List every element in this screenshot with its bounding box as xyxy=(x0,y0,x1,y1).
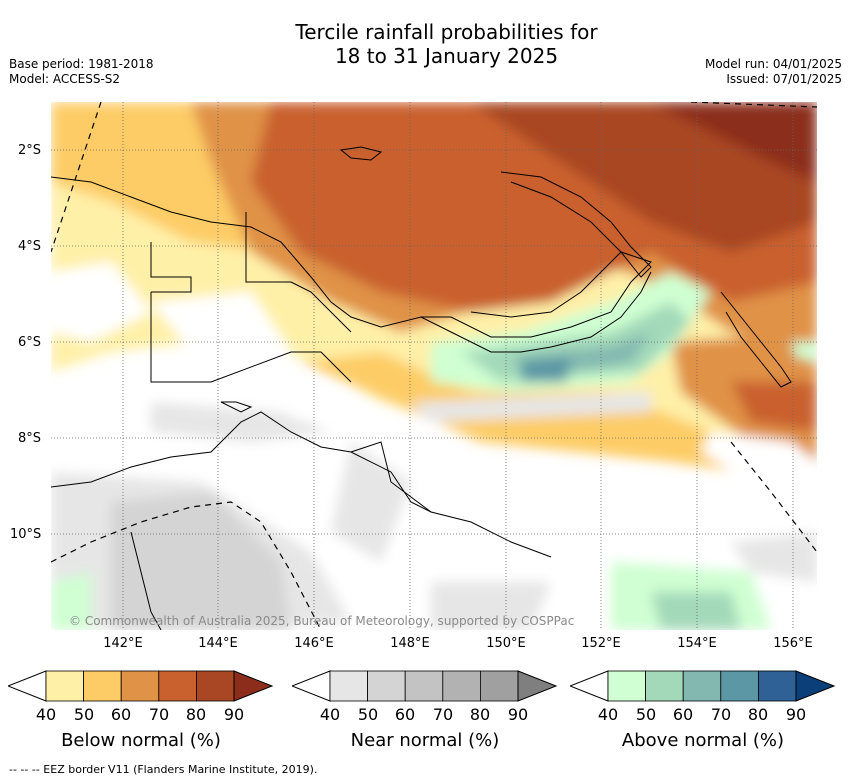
lat-label-6s: 6°S xyxy=(18,335,42,350)
cbar-tick: 90 xyxy=(507,705,529,724)
model-run: Model run: 04/01/2025 xyxy=(704,57,842,71)
colorbar-below-label: Below normal (%) xyxy=(61,730,221,751)
colorbar-cell xyxy=(607,670,646,702)
colorbar-cell xyxy=(479,670,519,702)
cbar-tick: 90 xyxy=(785,705,807,724)
cbar-tick: 80 xyxy=(185,705,207,724)
cbar-near-extend-high xyxy=(517,670,558,702)
cbar-tick: 80 xyxy=(747,705,769,724)
colorbar-cell xyxy=(83,670,122,702)
lat-label-8s: 8°S xyxy=(18,431,42,446)
cbar-tick: 60 xyxy=(672,705,694,724)
colorbar-cell xyxy=(757,670,797,702)
cbar-tick: 70 xyxy=(432,705,454,724)
lon-label-150e: 150°E xyxy=(486,636,526,651)
cbar-tick: 40 xyxy=(597,705,619,724)
graticule xyxy=(51,102,817,630)
colorbar-above-label: Above normal (%) xyxy=(621,730,785,751)
colorbar-cell xyxy=(645,670,684,702)
meta-left: Base period: 1981-2018 Model: ACCESS-S2 xyxy=(9,57,154,87)
lat-label-2s: 2°S xyxy=(18,143,42,158)
coastlines xyxy=(51,146,792,630)
cbar-below-extend-low xyxy=(8,670,47,702)
base-period: Base period: 1981-2018 xyxy=(9,57,154,71)
cbar-above-extend-low xyxy=(570,670,609,702)
province-borders xyxy=(150,212,432,513)
cbar-above-extend-high xyxy=(795,670,836,702)
title-line-2: 18 to 31 January 2025 xyxy=(334,44,559,68)
colorbar-cell xyxy=(442,670,481,702)
colorbar-cell xyxy=(158,670,197,702)
lon-label-146e: 146°E xyxy=(294,636,334,651)
cbar-tick: 80 xyxy=(469,705,491,724)
colorbar-cell xyxy=(195,670,235,702)
cbar-tick: 70 xyxy=(148,705,170,724)
issued-date: Issued: 07/01/2025 xyxy=(726,72,842,86)
lon-label-142e: 142°E xyxy=(103,636,143,651)
lon-label-156e: 156°E xyxy=(773,636,813,651)
colorbar-above-normal xyxy=(570,670,836,702)
colorbar-cell xyxy=(404,670,444,702)
eez-footnote: -- -- -- EEZ border V11 (Flanders Marine… xyxy=(9,763,318,776)
lon-label-152e: 152°E xyxy=(581,636,621,651)
colorbar-cell xyxy=(45,670,84,702)
probability-fields xyxy=(51,102,817,630)
cbar-tick: 90 xyxy=(223,705,245,724)
cbar-below-extend-high xyxy=(233,670,274,702)
map-canvas xyxy=(51,102,817,630)
cbar-near-extend-low xyxy=(292,670,331,702)
lon-label-144e: 144°E xyxy=(198,636,238,651)
cbar-tick: 40 xyxy=(319,705,341,724)
eez-border xyxy=(51,102,817,630)
cbar-tick: 50 xyxy=(357,705,379,724)
cbar-tick: 60 xyxy=(394,705,416,724)
cbar-tick: 40 xyxy=(35,705,57,724)
colorbar-cell xyxy=(329,670,368,702)
lon-label-148e: 148°E xyxy=(390,636,430,651)
colorbar-below-normal xyxy=(8,670,274,702)
model-name: Model: ACCESS-S2 xyxy=(9,72,121,86)
colorbar-near-normal xyxy=(292,670,558,702)
lat-label-4s: 4°S xyxy=(18,239,42,254)
copyright-notice: © Commonwealth of Australia 2025, Bureau… xyxy=(69,614,575,628)
colorbar-cell xyxy=(682,670,722,702)
map-title: Tercile rainfall probabilities for 18 to… xyxy=(0,20,850,68)
colorbar-near-label: Near normal (%) xyxy=(350,730,500,751)
cbar-tick: 70 xyxy=(710,705,732,724)
lon-label-154e: 154°E xyxy=(677,636,717,651)
cbar-tick: 50 xyxy=(635,705,657,724)
meta-right: Model run: 04/01/2025 Issued: 07/01/2025 xyxy=(705,57,842,87)
cbar-tick: 50 xyxy=(73,705,95,724)
title-line-1: Tercile rainfall probabilities for xyxy=(295,20,598,44)
map-panel xyxy=(51,102,817,630)
colorbar-cell xyxy=(120,670,160,702)
cbar-tick: 60 xyxy=(110,705,132,724)
colorbar-cell xyxy=(720,670,759,702)
lat-label-10s: 10°S xyxy=(10,527,42,542)
colorbar-cell xyxy=(367,670,406,702)
